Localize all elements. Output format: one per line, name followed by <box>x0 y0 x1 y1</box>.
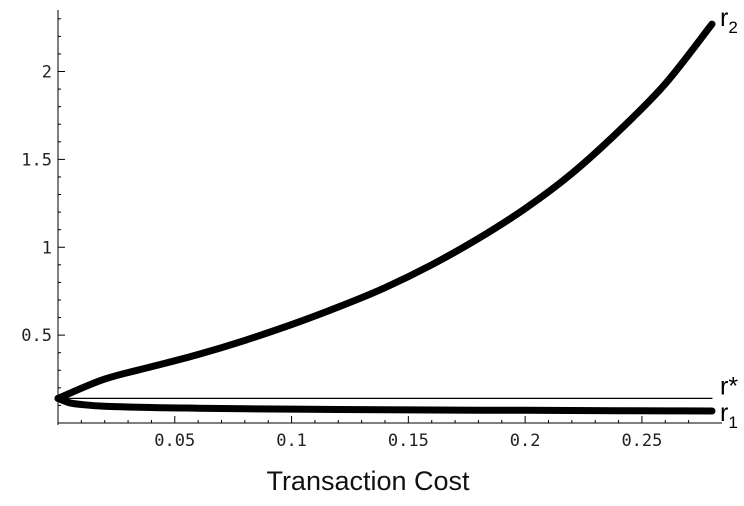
y-tick-label: 1 <box>42 238 52 258</box>
series-lines <box>54 20 716 415</box>
series-labels: r2 r*r1 <box>720 4 738 432</box>
x-tick-label: 0.05 <box>154 431 195 451</box>
y-tick-label: 2 <box>42 63 52 83</box>
series-label-r1: r1 <box>720 399 738 432</box>
ticks: 0.5 1 1.5 2 0.05 0.1 0.15 0.2 0.25 <box>21 18 690 451</box>
series-label-r2: r2 <box>720 4 738 37</box>
series-line-r1 <box>54 394 716 415</box>
y-tick-label: 0.5 <box>21 326 52 346</box>
series-line-r2 <box>54 20 716 402</box>
x-axis-label: Transaction Cost <box>266 466 470 496</box>
x-tick-label: 0.25 <box>621 431 662 451</box>
x-tick-label: 0.2 <box>510 431 541 451</box>
series-label-r-star: r* <box>720 372 738 400</box>
axes <box>57 10 722 425</box>
x-tick-label: 0.1 <box>276 431 307 451</box>
x-tick-label: 0.15 <box>388 431 429 451</box>
y-tick-label: 1.5 <box>21 150 52 170</box>
